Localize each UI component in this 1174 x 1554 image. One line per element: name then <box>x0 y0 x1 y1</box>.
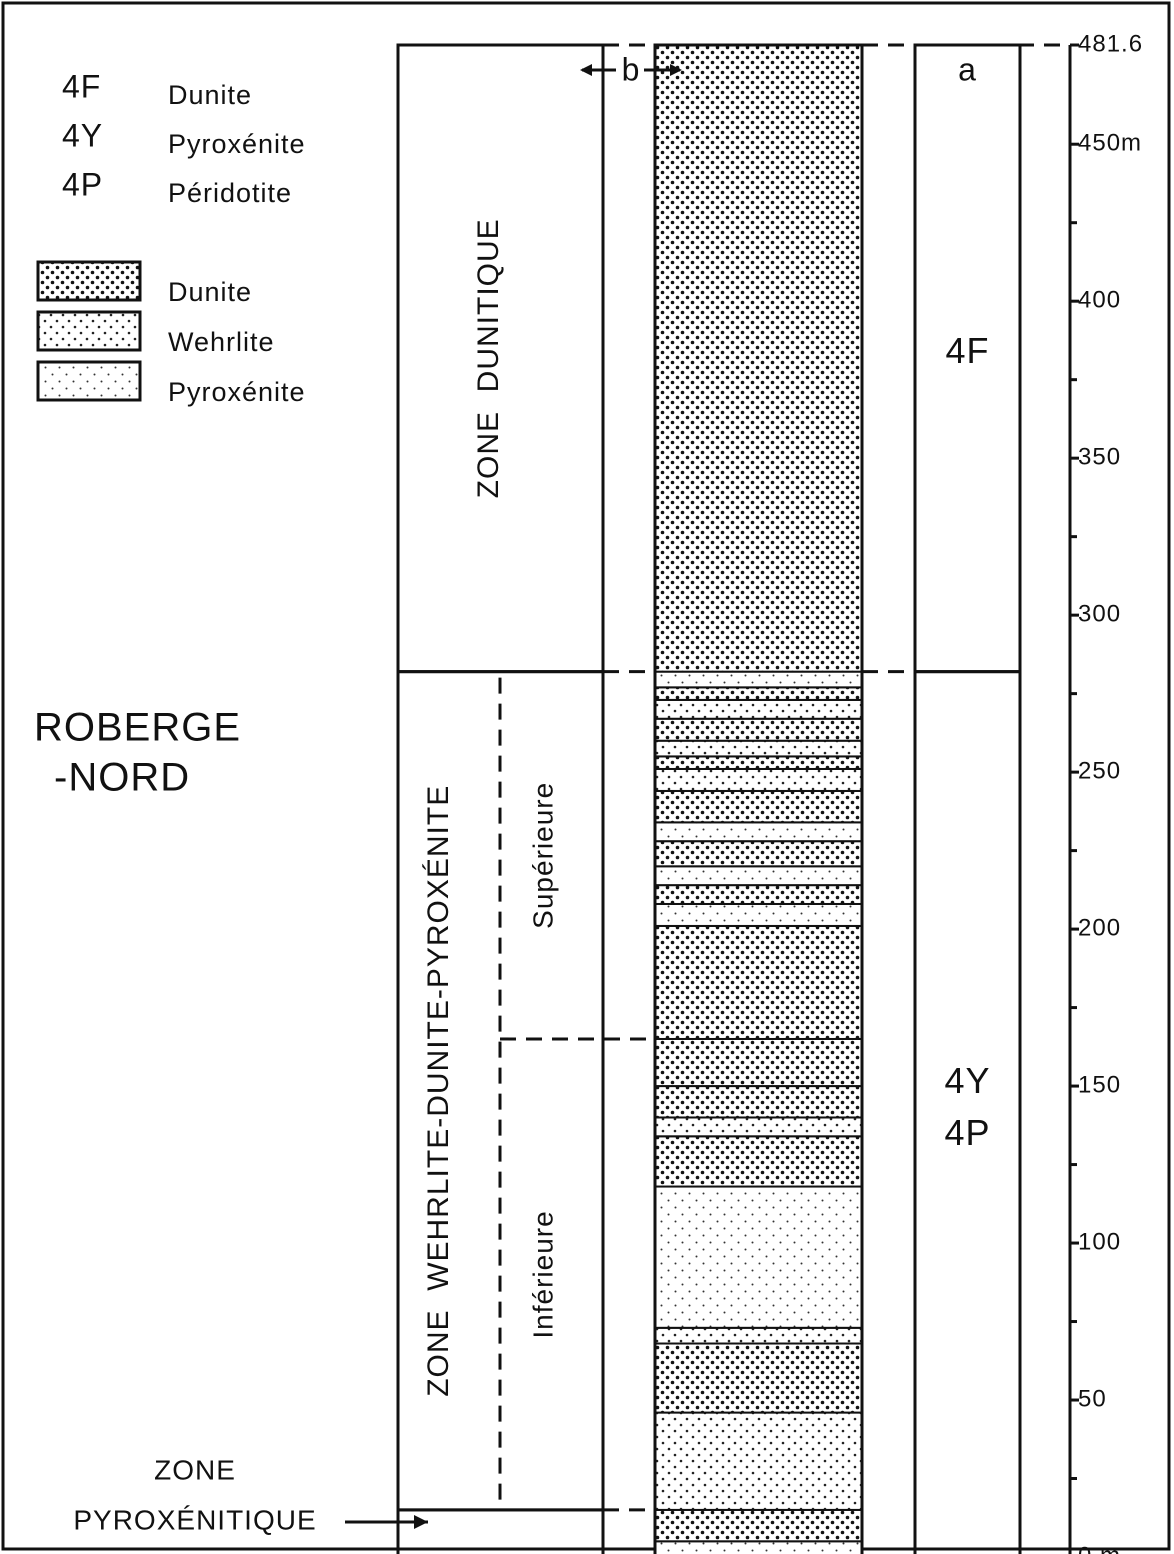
column-header: a <box>958 51 977 87</box>
layer <box>654 1185 863 1329</box>
legend-swatch <box>36 360 142 402</box>
legend-name: Pyroxénite <box>168 129 306 159</box>
scale-label: 0 m <box>1078 1542 1121 1554</box>
layer <box>654 686 863 701</box>
layer <box>654 1411 863 1511</box>
layer <box>654 767 863 792</box>
legend-name: Dunite <box>168 277 252 307</box>
scale-label: 200 <box>1078 914 1121 941</box>
layer <box>654 755 863 770</box>
scale-label: 350 <box>1078 444 1121 471</box>
layer <box>654 884 863 905</box>
zone-label: ZONE <box>154 1454 236 1485</box>
scale-label: 100 <box>1078 1228 1121 1255</box>
legend-name: Dunite <box>168 80 252 110</box>
arrow-head <box>414 1515 428 1529</box>
scale-label: 300 <box>1078 600 1121 627</box>
legend-swatch <box>36 260 142 302</box>
layer <box>654 821 863 843</box>
layer <box>654 1037 863 1088</box>
scale-label: 450m <box>1078 130 1142 157</box>
legend-name: Wehrlite <box>168 327 275 357</box>
layer <box>654 1135 863 1188</box>
layer <box>654 1326 863 1345</box>
layer <box>654 789 863 824</box>
unit-label: 4Y <box>944 1060 990 1101</box>
layer <box>654 1085 863 1119</box>
layer <box>654 924 863 1040</box>
layer <box>654 670 863 689</box>
unit-box <box>913 670 1022 1554</box>
layer <box>654 717 863 742</box>
layer <box>654 1116 863 1138</box>
layer <box>654 1540 863 1554</box>
subzone-label: Supérieure <box>527 782 558 929</box>
legend-name: Pyroxénite <box>168 377 306 407</box>
layer <box>654 739 863 758</box>
scale-label: 481.6 <box>1078 30 1143 57</box>
legend-code: 4Y <box>62 117 103 153</box>
layer <box>654 44 863 673</box>
unit-label: 4P <box>944 1112 990 1153</box>
zone-label: PYROXÉNITIQUE <box>73 1504 316 1535</box>
layer <box>654 698 863 720</box>
arrow-head <box>580 64 682 76</box>
location-label: ROBERGE <box>34 706 241 750</box>
legend-code: 4F <box>62 68 101 104</box>
column-outline <box>653 43 864 1554</box>
unit-label: 4F <box>945 330 989 371</box>
zone-box <box>396 1508 605 1554</box>
column-header: b <box>622 51 641 87</box>
layer <box>654 840 863 868</box>
layer <box>654 1342 863 1414</box>
location-label: -NORD <box>54 756 190 800</box>
scale-label: 50 <box>1078 1385 1107 1412</box>
legend-name: Péridotite <box>168 178 292 208</box>
scale-label: 150 <box>1078 1071 1121 1098</box>
legend-swatch <box>36 310 142 352</box>
zone-label: ZONE WEHRLITE-DUNITE-PYROXÉNITE <box>422 785 455 1397</box>
layer <box>654 1508 863 1543</box>
layer <box>654 865 863 887</box>
zone-label: ZONE DUNITIQUE <box>472 218 505 498</box>
legend-code: 4P <box>62 166 103 202</box>
subzone-label: Inférieure <box>527 1210 558 1338</box>
layer <box>654 902 863 927</box>
scale-label: 400 <box>1078 287 1121 314</box>
scale-label: 250 <box>1078 757 1121 784</box>
